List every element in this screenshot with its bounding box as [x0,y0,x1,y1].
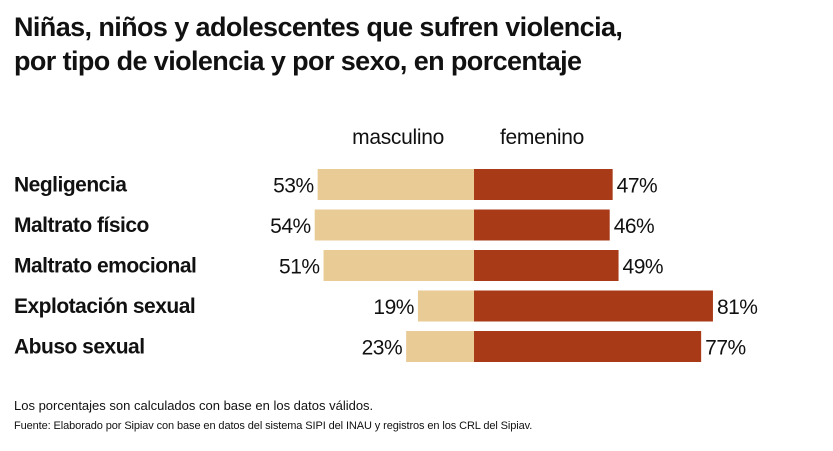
chart-title: Niñas, niños y adolescentes que sufren v… [14,10,623,78]
category-label: Abuso sexual [14,336,145,359]
value-label-femenino: 77% [705,337,746,360]
bar-masculino [317,169,474,200]
value-label-masculino: 53% [273,175,314,198]
bar-femenino [474,290,713,322]
bar-femenino [474,169,613,200]
value-label-masculino: 19% [373,296,414,319]
title-line-1: Niñas, niños y adolescentes que sufren v… [14,12,623,42]
value-label-masculino: 51% [279,256,320,279]
value-label-femenino: 49% [623,256,664,279]
bar-femenino [474,250,619,281]
legend-femenino: femenino [500,126,584,149]
title-line-2: por tipo de violencia y por sexo, en por… [14,46,582,76]
bar-masculino [417,290,474,322]
value-label-masculino: 23% [362,337,403,360]
bar-femenino [474,209,610,241]
bar-masculino [314,209,474,241]
legend-masculino: masculino [352,126,444,149]
footnote: Los porcentajes son calculados con base … [14,398,374,413]
category-label: Maltrato emocional [14,255,196,278]
value-label-femenino: 81% [717,296,758,319]
category-label: Maltrato físico [14,214,149,237]
source-note: Fuente: Elaborado por Sipiav con base en… [14,420,533,432]
category-label: Explotación sexual [14,295,195,318]
bar-femenino [474,331,702,362]
bar-masculino [406,331,474,362]
bar-masculino [323,250,474,281]
category-label: Negligencia [14,174,127,197]
value-label-femenino: 47% [617,175,658,198]
value-label-femenino: 46% [614,215,655,238]
value-label-masculino: 54% [270,215,311,238]
